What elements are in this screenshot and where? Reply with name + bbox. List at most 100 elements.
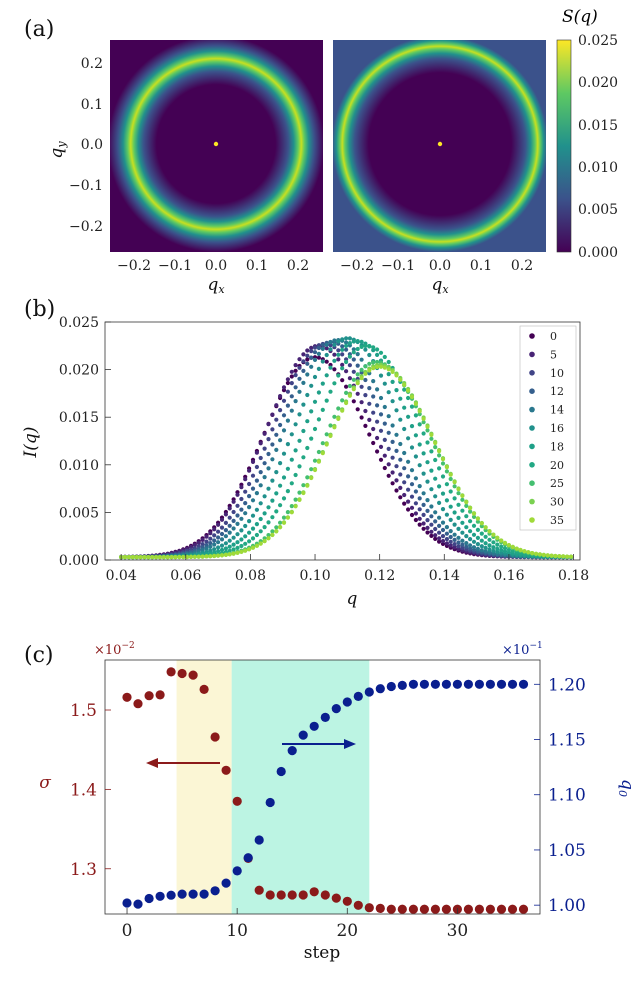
data-point (413, 413, 418, 418)
data-point (456, 491, 461, 496)
data-point (154, 555, 159, 560)
data-point (408, 904, 418, 914)
data-point (344, 390, 349, 395)
data-point (199, 684, 209, 695)
data-point (281, 451, 287, 456)
data-point (456, 515, 461, 521)
data-point (166, 890, 176, 900)
data-point (328, 389, 333, 394)
data-point (417, 507, 422, 512)
series-10 (119, 341, 574, 560)
panel-b-x-axis-label: q (347, 589, 358, 609)
data-point (285, 509, 290, 515)
data-point (243, 548, 248, 553)
data-point (367, 352, 372, 358)
data-point (382, 354, 387, 360)
data-point (309, 467, 314, 472)
data-point (398, 417, 403, 422)
data-point (417, 516, 422, 521)
data-point (293, 373, 298, 378)
data-point (235, 492, 240, 497)
data-point (293, 504, 298, 509)
data-point (440, 520, 446, 525)
data-point (402, 466, 407, 471)
data-point (212, 547, 217, 552)
data-point (247, 539, 252, 544)
data-point (309, 475, 314, 481)
data-point (386, 367, 391, 372)
data-point (375, 684, 385, 694)
data-point (227, 538, 232, 543)
data-point (243, 489, 248, 494)
data-point (324, 373, 329, 378)
data-point (421, 526, 426, 531)
data-point (289, 432, 294, 437)
data-point (316, 390, 321, 395)
y-tick-label: −0.2 (69, 219, 103, 235)
data-point (479, 544, 484, 549)
data-point (243, 534, 248, 539)
data-point (456, 540, 461, 545)
x-tick-label: 0.06 (170, 568, 201, 584)
data-point (270, 412, 275, 417)
data-point (475, 542, 480, 547)
data-point (293, 399, 298, 404)
data-point (452, 545, 457, 550)
data-point (150, 555, 155, 560)
data-point (530, 551, 535, 556)
x-tick-label: 20 (336, 921, 358, 941)
data-point (312, 426, 318, 432)
data-point (192, 554, 197, 559)
data-point (274, 509, 279, 514)
panel-b-ticks: 0.04 0.06 0.08 0.10 0.12 0.14 0.16 0.18 0.025 0.0… (59, 315, 589, 584)
x-tick-label: −0.2 (117, 258, 151, 274)
data-point (320, 441, 325, 446)
data-point (375, 387, 380, 392)
data-point (378, 373, 384, 378)
data-point (471, 532, 477, 537)
panel-b-frame (104, 321, 581, 561)
data-point (274, 470, 279, 475)
data-point (270, 478, 275, 483)
data-point (173, 555, 178, 560)
data-point (413, 476, 418, 481)
data-point (452, 679, 462, 689)
data-point (402, 501, 407, 506)
data-point (305, 348, 310, 353)
data-point (402, 405, 407, 410)
data-point (289, 504, 294, 509)
data-point (200, 554, 205, 559)
data-point (312, 345, 318, 350)
data-point (437, 453, 442, 458)
right-axis-multiplier: ×10−1 (502, 641, 543, 658)
data-point (305, 445, 310, 451)
data-point (409, 494, 415, 499)
data-point (181, 554, 186, 560)
data-point (409, 445, 415, 450)
data-point (293, 472, 298, 478)
data-point (276, 890, 286, 900)
data-point (452, 496, 457, 501)
data-point (390, 481, 395, 486)
data-point (429, 468, 434, 473)
x-tick-label: 0.2 (511, 258, 533, 274)
data-point (440, 461, 446, 466)
panel-a-y-axis-label: qy (47, 141, 68, 159)
y-tick-label: 0.2 (81, 56, 103, 72)
data-point (394, 488, 399, 493)
data-point (408, 679, 418, 689)
data-point (452, 484, 457, 489)
data-point (254, 835, 264, 845)
data-point (406, 459, 411, 464)
data-point (522, 549, 527, 554)
data-point (301, 359, 306, 364)
data-point (425, 428, 430, 433)
data-point (433, 476, 438, 481)
data-point (351, 387, 356, 392)
data-point (351, 350, 356, 355)
data-point (483, 534, 488, 539)
data-point (212, 538, 217, 543)
legend-marker (529, 425, 535, 431)
data-point (474, 904, 484, 914)
